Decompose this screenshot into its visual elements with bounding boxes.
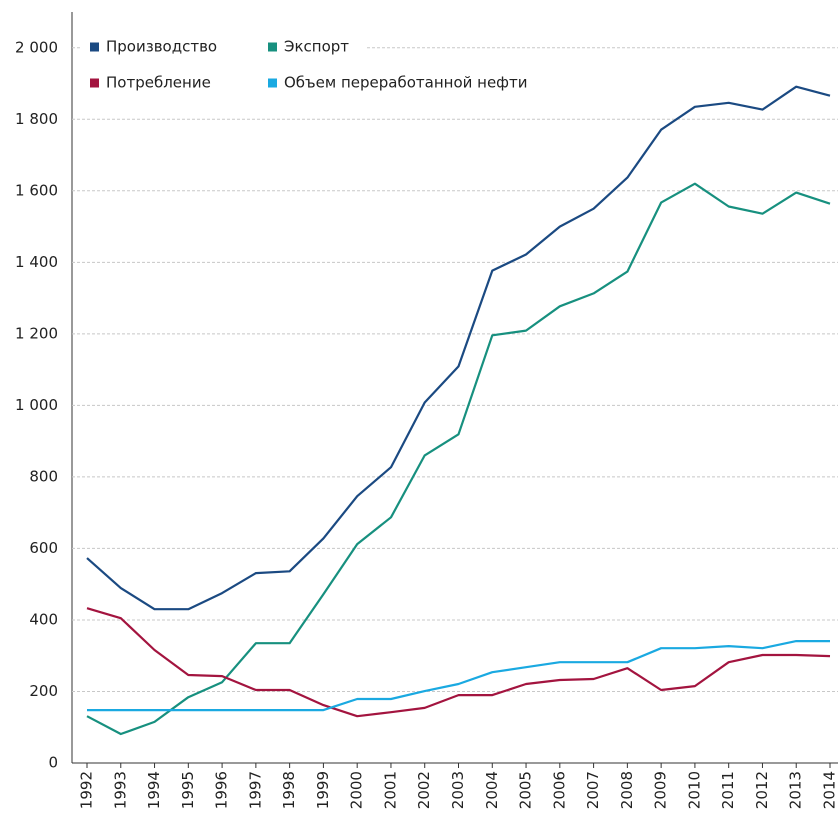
x-tick-label: 2002	[415, 771, 433, 809]
legend-label: Производство	[106, 38, 217, 56]
y-tick-label: 800	[29, 467, 58, 485]
x-tick-label: 1995	[179, 771, 197, 809]
series-line	[87, 640, 830, 712]
y-tick-label: 1 200	[15, 324, 58, 342]
legend-label: Экспорт	[284, 38, 349, 56]
x-tick-label: 1997	[246, 771, 264, 809]
legend-swatch	[90, 42, 99, 52]
y-tick-label: 2 000	[15, 38, 58, 56]
y-tick-label: 1 600	[15, 181, 58, 199]
x-tick-label: 2006	[550, 771, 568, 809]
legend-label: Объем переработанной нефти	[284, 74, 527, 92]
x-tick-label: 2009	[652, 771, 670, 809]
y-tick-label: 600	[29, 539, 58, 557]
x-tick-label: 2005	[517, 771, 535, 809]
x-tick-label: 1996	[213, 771, 231, 809]
x-tick-label: 1992	[78, 771, 96, 809]
x-tick-label: 2012	[753, 771, 771, 809]
x-tick-label: 1994	[145, 771, 163, 809]
y-tick-label: 1 000	[15, 396, 58, 414]
series-line	[86, 85, 831, 611]
x-tick-label: 1999	[314, 771, 332, 809]
legend-swatch	[268, 78, 277, 88]
x-tick-label: 2003	[449, 771, 467, 809]
legend-background	[80, 32, 367, 62]
y-tick-label: 400	[29, 610, 58, 628]
y-tick-label: 0	[48, 754, 58, 772]
series-line	[86, 607, 831, 718]
legend-swatch	[268, 42, 277, 52]
x-tick-label: 2001	[381, 771, 399, 809]
legend-swatch	[90, 78, 99, 88]
legend-label: Потребление	[106, 74, 211, 92]
x-tick-label: 2011	[719, 771, 737, 809]
x-tick-label: 2004	[483, 771, 501, 809]
y-tick-label: 1 400	[15, 253, 58, 271]
series-line	[86, 182, 831, 736]
x-tick-label: 2000	[348, 771, 366, 809]
x-tick-label: 2014	[821, 771, 838, 809]
x-tick-label: 2008	[618, 771, 636, 809]
x-tick-label: 1993	[111, 771, 129, 809]
x-tick-label: 2007	[584, 771, 602, 809]
x-tick-label: 2010	[685, 771, 703, 809]
x-tick-label: 1998	[280, 771, 298, 809]
y-tick-label: 200	[29, 682, 58, 700]
x-tick-label: 2013	[787, 771, 805, 809]
y-tick-label: 1 800	[15, 110, 58, 128]
